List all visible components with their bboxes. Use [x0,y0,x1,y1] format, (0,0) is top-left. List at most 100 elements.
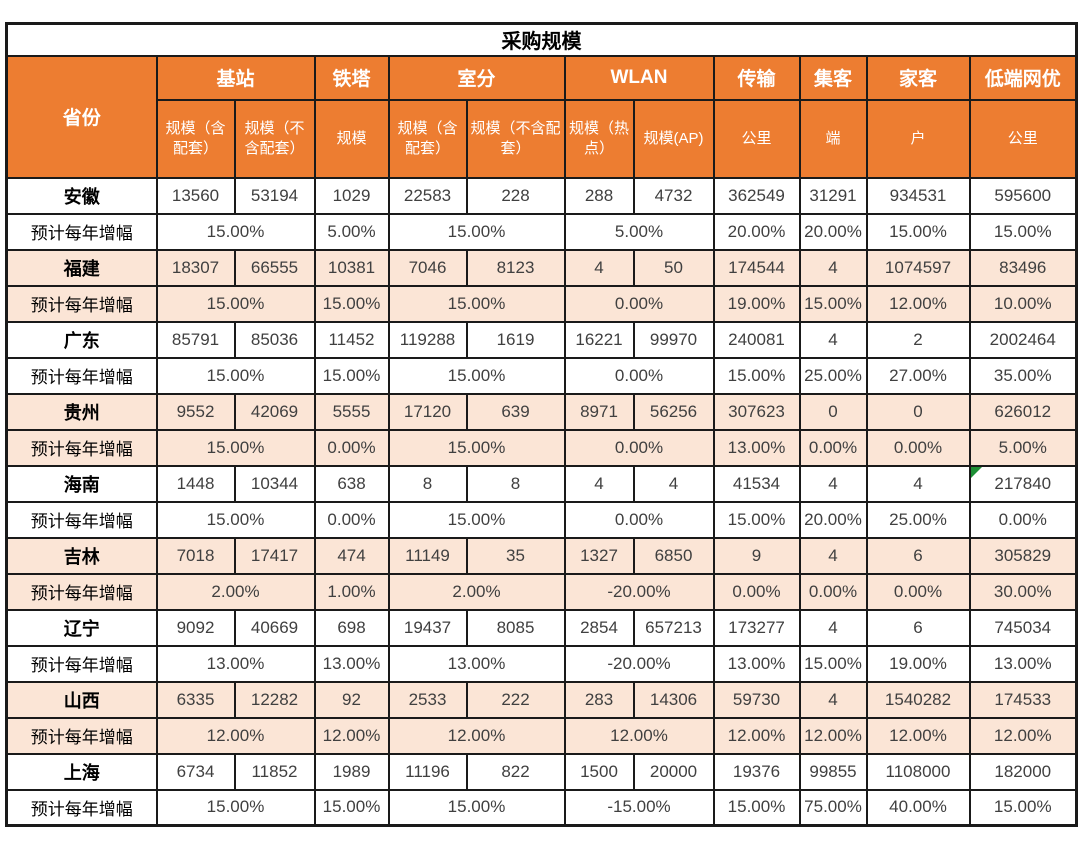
growth-value-cell: 0.00% [563,500,715,539]
growth-value-cell: 15.00% [387,428,566,467]
growth-value-cell: 12.00% [712,716,801,755]
growth-row-label: 预计每年增幅 [5,500,158,539]
province-name: 吉林 [5,536,158,575]
value-cell: 9 [712,536,801,575]
value-cell: 4 [563,464,635,503]
value-cell: 217840 [968,464,1078,503]
value-cell: 4732 [632,176,715,215]
value-cell: 56256 [632,392,715,431]
value-cell: 50 [632,248,715,287]
value-cell: 2533 [387,680,468,719]
province-name: 贵州 [5,392,158,431]
value-cell: 11852 [233,752,316,791]
col-sub-home-customer-household: 户 [865,98,971,179]
value-cell: 4 [798,464,868,503]
growth-value-cell: 75.00% [798,788,868,827]
growth-row: 预计每年增幅 15.00% 15.00% 15.00% 0.00% 15.00% 25.00… [5,356,1078,395]
growth-value-cell: 15.00% [387,212,566,251]
value-cell: 8123 [465,248,566,287]
value-cell: 6 [865,536,971,575]
value-cell: 7046 [387,248,468,287]
growth-row: 预计每年增幅 15.00% 15.00% 15.00% 0.00% 19.00% 15.00… [5,284,1078,323]
value-cell: 8971 [563,392,635,431]
growth-value-cell: 30.00% [968,572,1078,611]
province-data-row: 上海 6734 11852 1989 11196 822 1500 20000 19376 998… [5,752,1078,791]
value-cell: 174533 [968,680,1078,719]
value-cell: 657213 [632,608,715,647]
growth-value-cell: 15.00% [155,212,316,251]
value-cell: 35 [465,536,566,575]
growth-value-cell: 0.00% [798,572,868,611]
growth-row-label: 预计每年增幅 [5,572,158,611]
province-name: 山西 [5,680,158,719]
value-cell: 13560 [155,176,236,215]
value-cell: 1029 [313,176,390,215]
value-cell: 1074597 [865,248,971,287]
value-cell: 6335 [155,680,236,719]
growth-value-cell: 20.00% [798,500,868,539]
value-cell: 1619 [465,320,566,359]
growth-row-label: 预计每年增幅 [5,356,158,395]
province-name: 辽宁 [5,608,158,647]
growth-value-cell: 20.00% [712,212,801,251]
col-sub-tower-scale: 规模 [313,98,390,179]
province-data-row: 安徽 13560 53194 1029 22583 228 288 4732 362549 312… [5,176,1078,215]
value-cell: 92 [313,680,390,719]
growth-value-cell: 40.00% [865,788,971,827]
growth-value-cell: 5.00% [313,212,390,251]
value-cell: 1327 [563,536,635,575]
province-name: 广东 [5,320,158,359]
value-cell: 173277 [712,608,801,647]
value-cell: 6734 [155,752,236,791]
value-cell: 0 [865,392,971,431]
value-cell: 4 [798,320,868,359]
growth-value-cell: 15.00% [712,356,801,395]
col-group-group-customer: 集客 [798,54,868,101]
province-name: 上海 [5,752,158,791]
value-cell: 4 [798,248,868,287]
col-sub-indoor-with-support: 规模（含配套） [387,98,468,179]
value-cell: 595600 [968,176,1078,215]
value-cell: 822 [465,752,566,791]
header-sub-row: 规模（含配套） 规模（不含配套） 规模 规模（含配套） 规模（不含配套） 规模（… [7,98,1078,179]
growth-value-cell: 2.00% [155,572,316,611]
value-cell: 12282 [233,680,316,719]
growth-value-cell: 12.00% [563,716,715,755]
value-cell: 99855 [798,752,868,791]
growth-value-cell: 15.00% [313,788,390,827]
value-cell: 10344 [233,464,316,503]
value-cell: 83496 [968,248,1078,287]
value-cell: 9552 [155,392,236,431]
col-group-base-station: 基站 [155,54,316,101]
growth-row-label: 预计每年增幅 [5,212,158,251]
value-cell: 18307 [155,248,236,287]
value-cell: 0 [798,392,868,431]
value-cell: 119288 [387,320,468,359]
value-cell: 222 [465,680,566,719]
growth-value-cell: 15.00% [155,284,316,323]
value-cell: 41534 [712,464,801,503]
value-cell: 9092 [155,608,236,647]
comment-indicator-icon [971,467,982,478]
col-sub-base-with-support: 规模（含配套） [155,98,236,179]
value-cell: 8 [465,464,566,503]
value-cell: 240081 [712,320,801,359]
header-group-row: 省份 基站 铁塔 室分 WLAN 传输 集客 家客 低端网优 [5,54,1078,179]
growth-value-cell: 0.00% [712,572,801,611]
value-cell: 2854 [563,608,635,647]
growth-value-cell: 15.00% [313,356,390,395]
value-cell: 7018 [155,536,236,575]
growth-value-cell: 15.00% [865,212,971,251]
province-name: 海南 [5,464,158,503]
growth-value-cell: 1.00% [313,572,390,611]
col-sub-network-opt-km: 公里 [968,98,1078,179]
growth-value-cell: 2.00% [387,572,566,611]
col-group-lowend-network-opt: 低端网优 [968,54,1078,101]
value-cell: 1540282 [865,680,971,719]
growth-row: 预计每年增幅 15.00% 0.00% 15.00% 0.00% 13.00% 0.00% 0… [5,428,1078,467]
col-sub-wlan-hotspot: 规模（热点） [563,98,635,179]
growth-value-cell: 15.00% [387,284,566,323]
growth-value-cell: 15.00% [387,356,566,395]
value-cell: 305829 [968,536,1078,575]
value-cell: 14306 [632,680,715,719]
